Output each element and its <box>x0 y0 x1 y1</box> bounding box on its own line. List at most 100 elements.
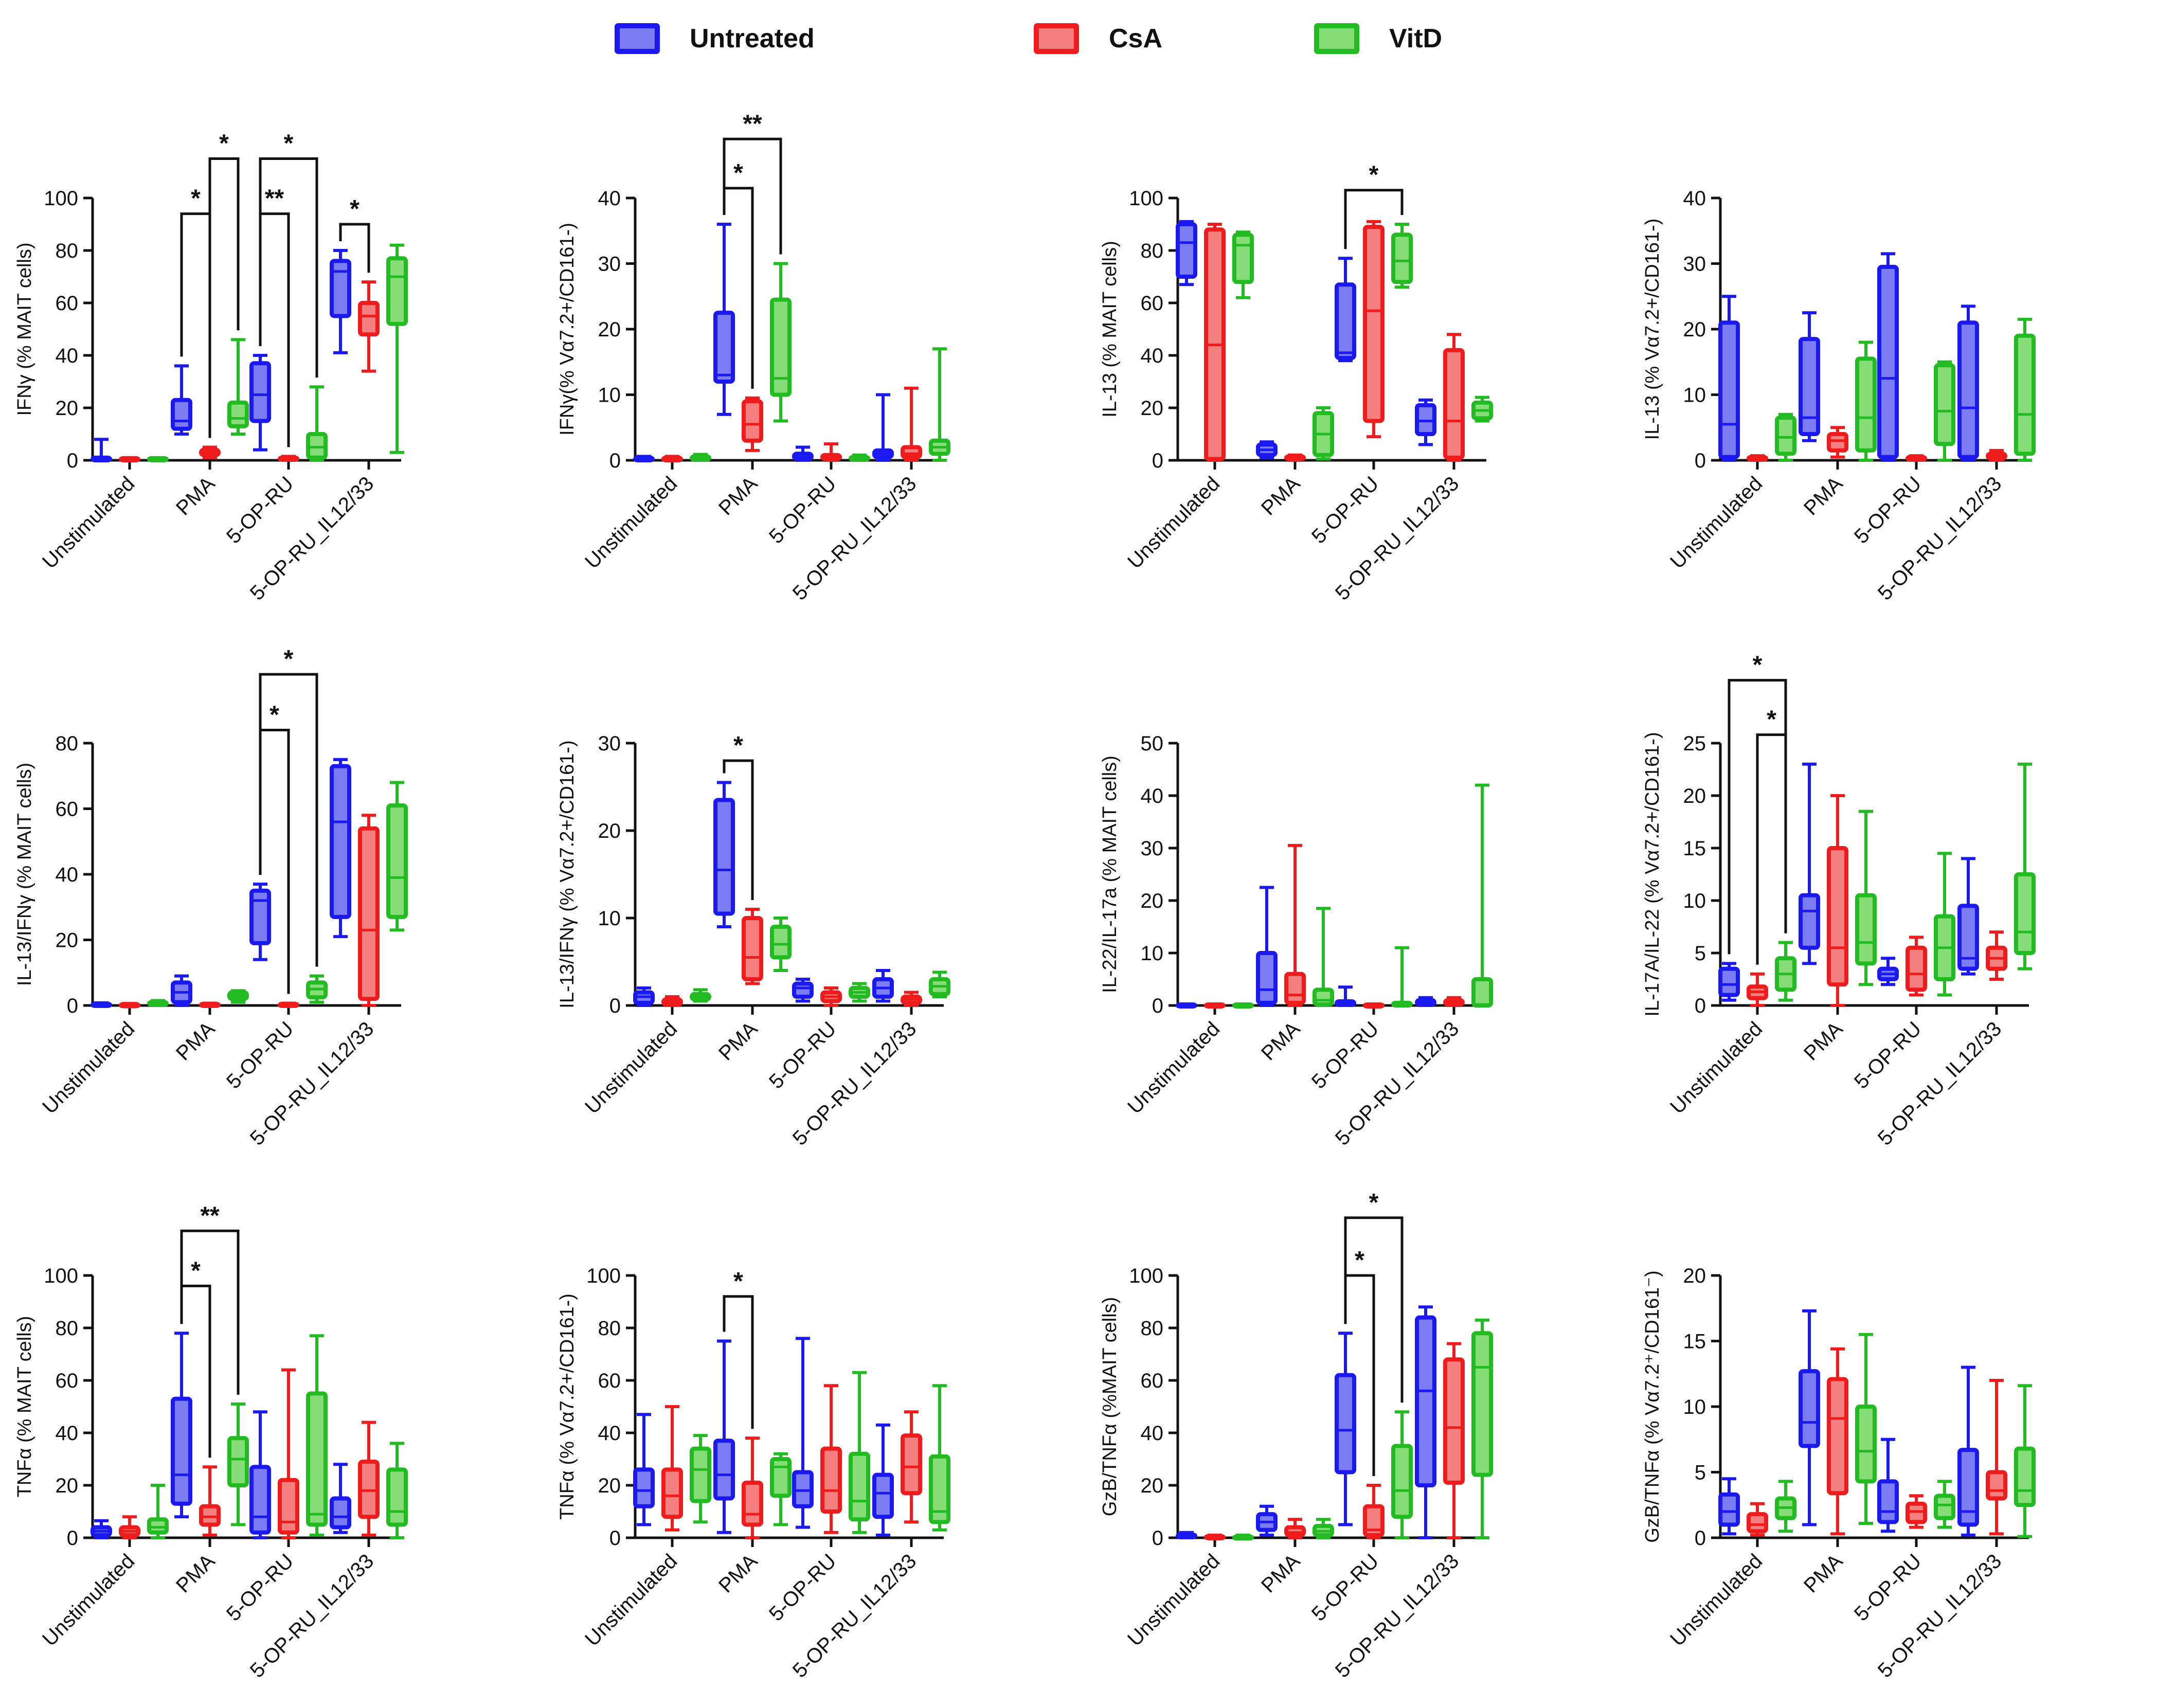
box-body <box>1718 966 1740 997</box>
y-tick-label: 40 <box>598 187 621 210</box>
box-untreated-4 <box>1957 1365 1979 1537</box>
box-csa-3 <box>1906 1494 1927 1529</box>
x-tick-label: Unstimulated <box>581 1550 681 1650</box>
box-csa-1 <box>1747 972 1768 1007</box>
bracket-line <box>1344 1216 1404 1403</box>
bracket-line <box>723 137 782 255</box>
significance-label: * <box>1767 706 1776 733</box>
box-body <box>386 803 408 919</box>
box-body <box>2014 872 2036 955</box>
chart-panel-1: 0 20 40 60 80 100 IFNγ (% MAIT cells) Unstimula… <box>14 130 408 605</box>
y-tick-label: 25 <box>1683 732 1706 755</box>
y-tick-label: 40 <box>56 1422 79 1445</box>
box-body <box>1256 951 1278 1005</box>
box-csa-2 <box>742 1436 763 1539</box>
box-vitd-2 <box>1313 406 1334 461</box>
box-body <box>1934 363 1955 446</box>
box-vitd-3 <box>1934 360 1955 462</box>
box-body <box>358 1460 380 1519</box>
box-csa-1 <box>119 456 140 462</box>
box-vitd-2 <box>770 916 792 972</box>
y-tick-label: 0 <box>1152 995 1163 1017</box>
box-body <box>330 764 351 919</box>
box-body <box>2014 1446 2036 1507</box>
x-tick-label: 5-OP-RU <box>1850 1017 1926 1093</box>
box-body <box>147 1517 169 1535</box>
significance-label: * <box>191 1257 201 1284</box>
box-body <box>1232 232 1254 284</box>
box-body <box>849 1451 870 1522</box>
box-csa-1 <box>661 455 683 463</box>
box-vitd-1 <box>1775 1480 1796 1533</box>
box-untreated-1 <box>633 455 655 463</box>
y-tick-label: 30 <box>1141 837 1164 860</box>
y-tick-label: 20 <box>1683 785 1706 807</box>
bracket-line <box>259 157 318 378</box>
box-body <box>1906 945 1927 992</box>
box-body <box>1443 1357 1465 1485</box>
box-csa-4 <box>1986 1379 2007 1536</box>
box-body <box>249 361 271 423</box>
box-body <box>227 400 249 428</box>
y-tick-label: 10 <box>598 384 621 407</box>
x-tick-label: PMA <box>1800 1017 1847 1065</box>
significance-bracket: ** <box>723 110 782 255</box>
box-body <box>1855 1405 1877 1484</box>
box-untreated-3 <box>1877 957 1899 986</box>
y-tick-label: 0 <box>1695 450 1706 472</box>
x-tick-label: 5-OP-RU <box>765 1550 840 1625</box>
box-csa-4 <box>1443 333 1465 462</box>
box-untreated-1 <box>91 1001 112 1008</box>
y-tick-label: 10 <box>1683 1396 1706 1418</box>
box-body <box>820 1446 842 1514</box>
box-csa-3 <box>278 455 299 462</box>
x-tick-label: PMA <box>172 1550 220 1597</box>
legend-item-vitd: VitD <box>1314 21 1442 57</box>
box-body <box>713 1439 735 1501</box>
legend: Untreated CsA VitD <box>0 0 2157 82</box>
box-csa-2 <box>742 396 763 452</box>
chart-panel-11: 0 20 40 60 80 100 GzB/TNFα (%MAIT cells) Unstim… <box>1099 1189 1493 1682</box>
box-body <box>742 399 763 443</box>
box-body <box>792 981 814 999</box>
box-untreated-2 <box>171 1332 192 1519</box>
significance-label: * <box>1753 652 1763 679</box>
box-vitd-1 <box>147 1484 169 1539</box>
significance-label: * <box>733 159 743 187</box>
x-tick-label: 5-OP-RU <box>1307 1017 1383 1093</box>
y-tick-label: 60 <box>598 1370 621 1392</box>
box-body <box>249 888 271 945</box>
y-axis-label: IL-13/IFNγ (% MAIT cells) <box>14 763 35 986</box>
box-body <box>1391 1444 1413 1519</box>
box-body <box>1986 1470 2007 1501</box>
box-body <box>661 1467 683 1519</box>
significance-label: ** <box>743 110 762 137</box>
bracket-line <box>723 1295 754 1429</box>
box-vitd-2 <box>1313 1518 1334 1539</box>
box-csa-4 <box>901 386 922 462</box>
box-vitd-4 <box>929 347 950 462</box>
box-body <box>1471 977 1493 1008</box>
significance-bracket: * <box>1344 1189 1404 1403</box>
box-untreated-4 <box>1415 1305 1436 1539</box>
box-csa-4 <box>1443 1342 1465 1539</box>
box-csa-1 <box>119 1002 140 1009</box>
box-untreated-2 <box>171 364 192 436</box>
y-tick-label: 15 <box>1683 837 1706 860</box>
legend-swatch-csa <box>1034 23 1079 54</box>
box-body <box>1363 225 1385 423</box>
y-tick-label: 20 <box>1141 890 1164 912</box>
y-tick-label: 20 <box>598 820 621 842</box>
box-body <box>330 1496 351 1530</box>
box-csa-4 <box>1986 448 2007 462</box>
y-tick-label: 80 <box>56 732 79 755</box>
box-vitd-3 <box>849 982 870 1003</box>
y-tick-label: 10 <box>1141 942 1164 965</box>
significance-bracket: * <box>1344 161 1404 249</box>
box-vitd-2 <box>770 262 792 423</box>
box-body <box>742 916 763 981</box>
box-body <box>1934 1494 1955 1520</box>
x-tick-label: PMA <box>172 472 220 520</box>
x-tick-label: 5-OP-RU <box>222 472 298 548</box>
box-untreated-2 <box>1256 1504 1278 1537</box>
